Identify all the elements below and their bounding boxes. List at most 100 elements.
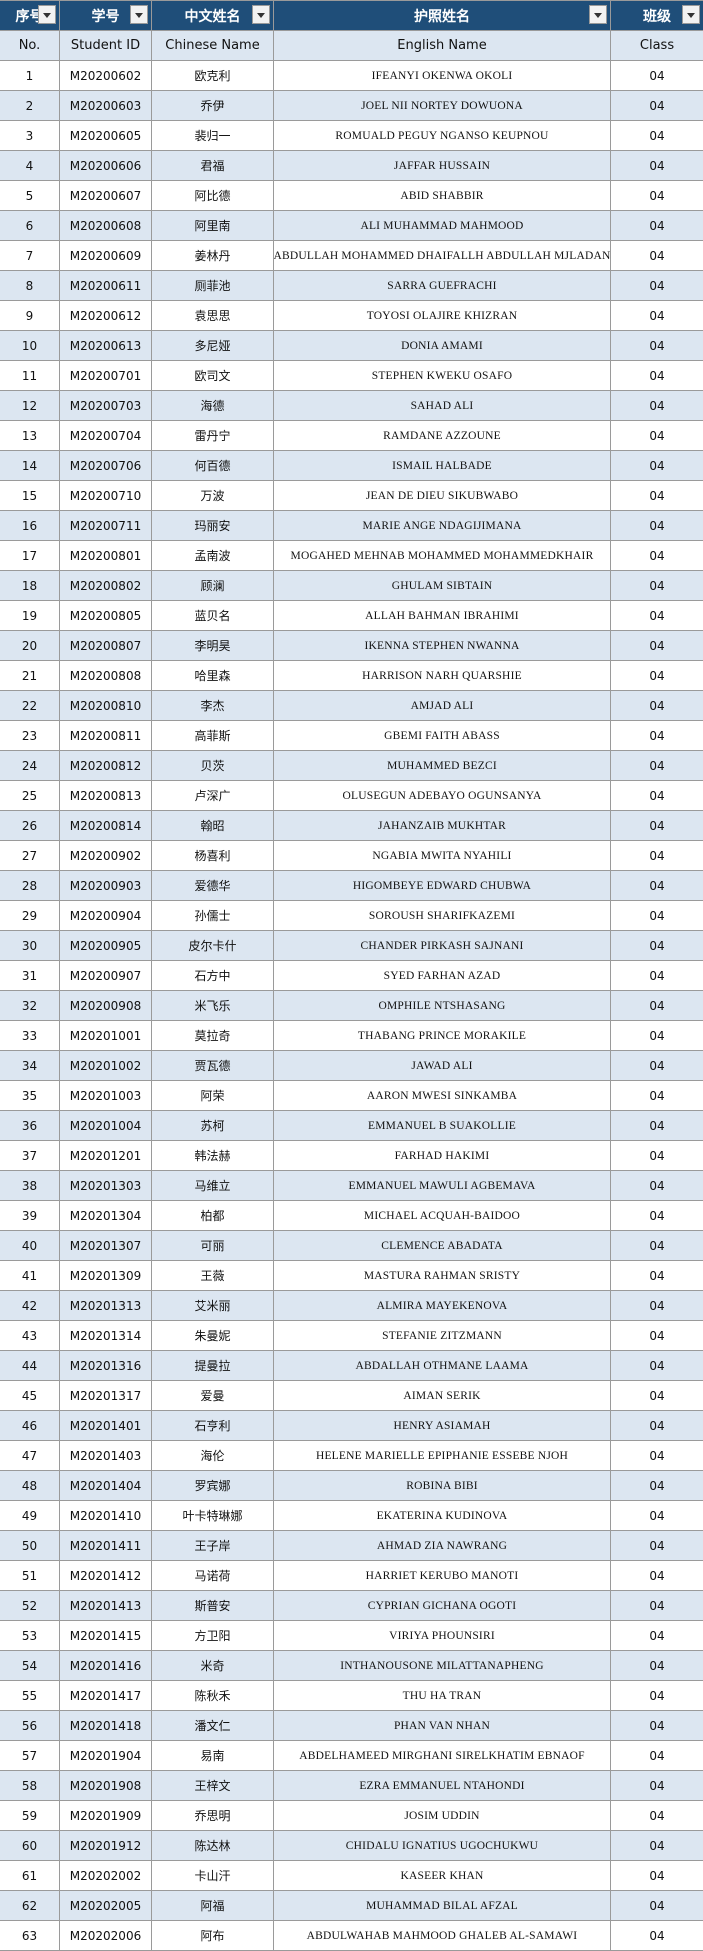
table-cell: 51 xyxy=(0,1561,59,1590)
cell-text: CHANDER PIRKASH SAJNANI xyxy=(360,939,524,952)
subheader-cell: Class xyxy=(611,31,703,60)
cell-text: EKATERINA KUDINOVA xyxy=(376,1509,508,1522)
table-cell: 多尼娅 xyxy=(152,331,273,360)
cell-text: HIGOMBEYE EDWARD CHUBWA xyxy=(352,879,532,892)
table-cell: JAHANZAIB MUKHTAR xyxy=(274,811,610,840)
table-cell: 49 xyxy=(0,1501,59,1530)
cell-text: 李杰 xyxy=(200,699,225,713)
cell-text: 04 xyxy=(649,758,665,773)
cell-text: M20201317 xyxy=(69,1388,142,1403)
cell-text: Student ID xyxy=(70,38,141,53)
cell-text: 27 xyxy=(21,848,38,863)
table-cell: ISMAIL HALBADE xyxy=(274,451,610,480)
cell-text: 班级 xyxy=(643,8,671,25)
cell-text: 04 xyxy=(649,938,665,953)
table-cell: EMMANUEL MAWULI AGBEMAVA xyxy=(274,1171,610,1200)
filter-button[interactable] xyxy=(682,5,700,24)
table-cell: 14 xyxy=(0,451,59,480)
table-cell: 提曼拉 xyxy=(152,1351,273,1380)
cell-text: MUHAMMED BEZCI xyxy=(387,759,497,772)
table-cell: 04 xyxy=(611,1441,703,1470)
cell-text: M20200813 xyxy=(69,788,142,803)
cell-text: M20200807 xyxy=(69,638,142,653)
cell-text: M20200711 xyxy=(69,518,142,533)
cell-text: M20201201 xyxy=(69,1148,142,1163)
table-cell: 翰昭 xyxy=(152,811,273,840)
table-cell: 阿福 xyxy=(152,1891,273,1920)
cell-text: 8 xyxy=(25,278,34,293)
cell-text: M20200704 xyxy=(69,428,142,443)
cell-text: 米飞乐 xyxy=(194,999,231,1013)
table-cell: INTHANOUSONE MILATTANAPHENG xyxy=(274,1651,610,1680)
table-cell: 04 xyxy=(611,1291,703,1320)
cell-text: 04 xyxy=(649,638,665,653)
filter-button[interactable] xyxy=(252,5,270,24)
table-cell: M20200808 xyxy=(60,661,151,690)
cell-text: 04 xyxy=(649,398,665,413)
cell-text: AMJAD ALI xyxy=(410,699,474,712)
table-cell: M20201410 xyxy=(60,1501,151,1530)
table-cell: OLUSEGUN ADEBAYO OGUNSANYA xyxy=(274,781,610,810)
cell-text: 04 xyxy=(649,1748,665,1763)
cell-text: 52 xyxy=(21,1598,38,1613)
table-cell: FARHAD HAKIMI xyxy=(274,1141,610,1170)
cell-text: EMMANUEL B SUAKOLLIE xyxy=(368,1119,516,1132)
cell-text: M20201909 xyxy=(69,1808,142,1823)
table-cell: JOSIM UDDIN xyxy=(274,1801,610,1830)
table-cell: 38 xyxy=(0,1171,59,1200)
cell-text: 04 xyxy=(649,1658,665,1673)
filter-button[interactable] xyxy=(38,5,56,24)
table-cell: HARRIET KERUBO MANOTI xyxy=(274,1561,610,1590)
cell-text: 多尼娅 xyxy=(194,339,231,353)
cell-text: 罗宾娜 xyxy=(194,1479,231,1493)
table-cell: JAFFAR HUSSAIN xyxy=(274,151,610,180)
cell-text: 阿福 xyxy=(200,1899,225,1913)
cell-text: M20200701 xyxy=(69,368,142,383)
table-cell: 6 xyxy=(0,211,59,240)
cell-text: 贝茨 xyxy=(200,759,225,773)
table-cell: SOROUSH SHARIFKAZEMI xyxy=(274,901,610,930)
cell-text: M20201411 xyxy=(69,1538,142,1553)
table-cell: 袁思思 xyxy=(152,301,273,330)
cell-text: M20200607 xyxy=(69,188,142,203)
cell-text: M20200903 xyxy=(69,878,142,893)
table-cell: 04 xyxy=(611,571,703,600)
table-cell: ABID SHABBIR xyxy=(274,181,610,210)
table-cell: M20201401 xyxy=(60,1411,151,1440)
table-cell: 孟南波 xyxy=(152,541,273,570)
table-cell: M20200612 xyxy=(60,301,151,330)
table-cell: 马维立 xyxy=(152,1171,273,1200)
cell-text: 阿比德 xyxy=(194,189,231,203)
table-cell: 04 xyxy=(611,1501,703,1530)
subheader-cell: Student ID xyxy=(60,31,151,60)
cell-text: 苏柯 xyxy=(200,1119,225,1133)
table-cell: 雷丹宁 xyxy=(152,421,273,450)
table-cell: 苏柯 xyxy=(152,1111,273,1140)
table-cell: 04 xyxy=(611,541,703,570)
table-cell: 裴归一 xyxy=(152,121,273,150)
table-cell: 欧克利 xyxy=(152,61,273,90)
table-cell: MUHAMMAD BILAL AFZAL xyxy=(274,1891,610,1920)
cell-text: 04 xyxy=(649,1538,665,1553)
cell-text: M20200605 xyxy=(69,128,142,143)
table-cell: 4 xyxy=(0,151,59,180)
cell-text: 君福 xyxy=(200,159,225,173)
filter-button[interactable] xyxy=(589,5,607,24)
cell-text: 王子岸 xyxy=(194,1539,231,1553)
table-cell: 04 xyxy=(611,211,703,240)
filter-button[interactable] xyxy=(130,5,148,24)
table-cell: 61 xyxy=(0,1861,59,1890)
table-cell: M20200813 xyxy=(60,781,151,810)
table-cell: M20202002 xyxy=(60,1861,151,1890)
table-cell: 04 xyxy=(611,1411,703,1440)
table-cell: M20201908 xyxy=(60,1771,151,1800)
table-cell: M20200811 xyxy=(60,721,151,750)
table-cell: MICHAEL ACQUAH-BAIDOO xyxy=(274,1201,610,1230)
cell-text: 46 xyxy=(21,1418,38,1433)
header-cell: 班级 xyxy=(611,1,703,30)
cell-text: 04 xyxy=(649,608,665,623)
table-cell: OMPHILE NTSHASANG xyxy=(274,991,610,1020)
cell-text: 04 xyxy=(649,548,665,563)
table-cell: 62 xyxy=(0,1891,59,1920)
cell-text: 04 xyxy=(649,1688,665,1703)
